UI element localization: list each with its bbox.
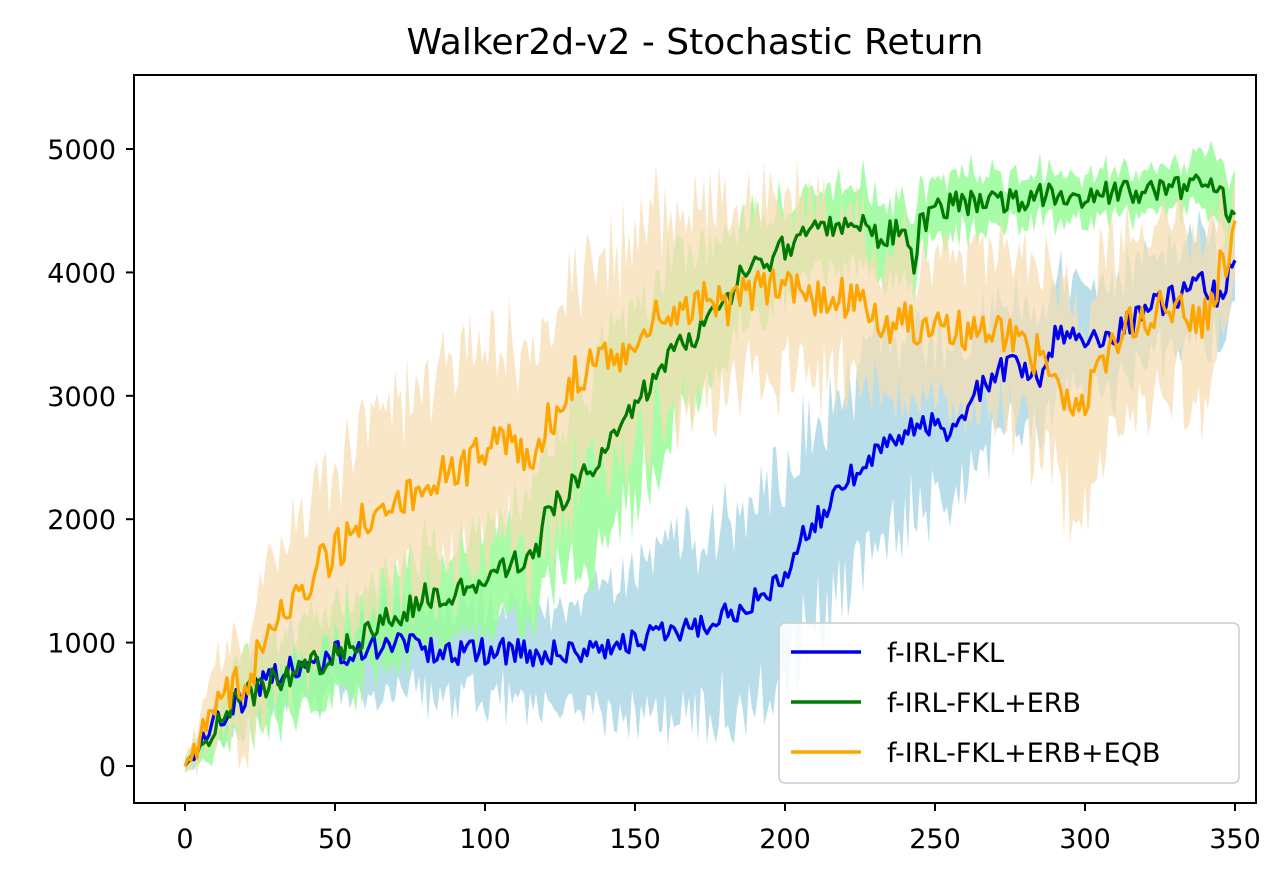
y-tick-label: 1000: [47, 629, 116, 660]
chart-title: Walker2d-v2 - Stochastic Return: [407, 22, 984, 63]
confidence-bands: [185, 140, 1235, 777]
x-tick-label: 200: [759, 824, 811, 855]
x-tick-label: 100: [459, 824, 511, 855]
series-line-f-irl-fkl-erb: [183, 173, 1237, 767]
x-axis: 0 50 100 150 200 250 300 350: [176, 803, 1261, 855]
legend-label: f-IRL-FKL+ERB: [887, 688, 1081, 719]
y-tick-label: 5000: [47, 135, 116, 166]
legend-label: f-IRL-FKL: [887, 638, 1004, 669]
plot-frame: [133, 74, 1257, 804]
band-f-irl-fkl-erb-eqb: [185, 160, 1235, 777]
y-tick-label: 0: [99, 752, 116, 783]
series-line-f-irl-fkl-erb-eqb: [183, 220, 1237, 767]
x-tick-label: 350: [1209, 824, 1261, 855]
y-tick-label: 3000: [47, 382, 116, 413]
legend: f-IRL-FKL f-IRL-FKL+ERB f-IRL-FKL+ERB+EQB: [778, 622, 1240, 784]
legend-box: [778, 622, 1240, 784]
y-tick-label: 4000: [47, 258, 116, 289]
band-f-irl-fkl-erb: [185, 140, 1235, 774]
x-tick-label: 300: [1059, 824, 1111, 855]
x-tick-label: 0: [176, 824, 193, 855]
x-tick-label: 250: [909, 824, 961, 855]
x-tick-label: 50: [318, 824, 352, 855]
legend-label: f-IRL-FKL+ERB+EQB: [887, 738, 1161, 769]
y-tick-label: 2000: [47, 505, 116, 536]
x-tick-label: 150: [609, 824, 661, 855]
series-lines: [183, 173, 1237, 767]
y-axis: 0 1000 2000 3000 4000 5000: [47, 135, 134, 783]
